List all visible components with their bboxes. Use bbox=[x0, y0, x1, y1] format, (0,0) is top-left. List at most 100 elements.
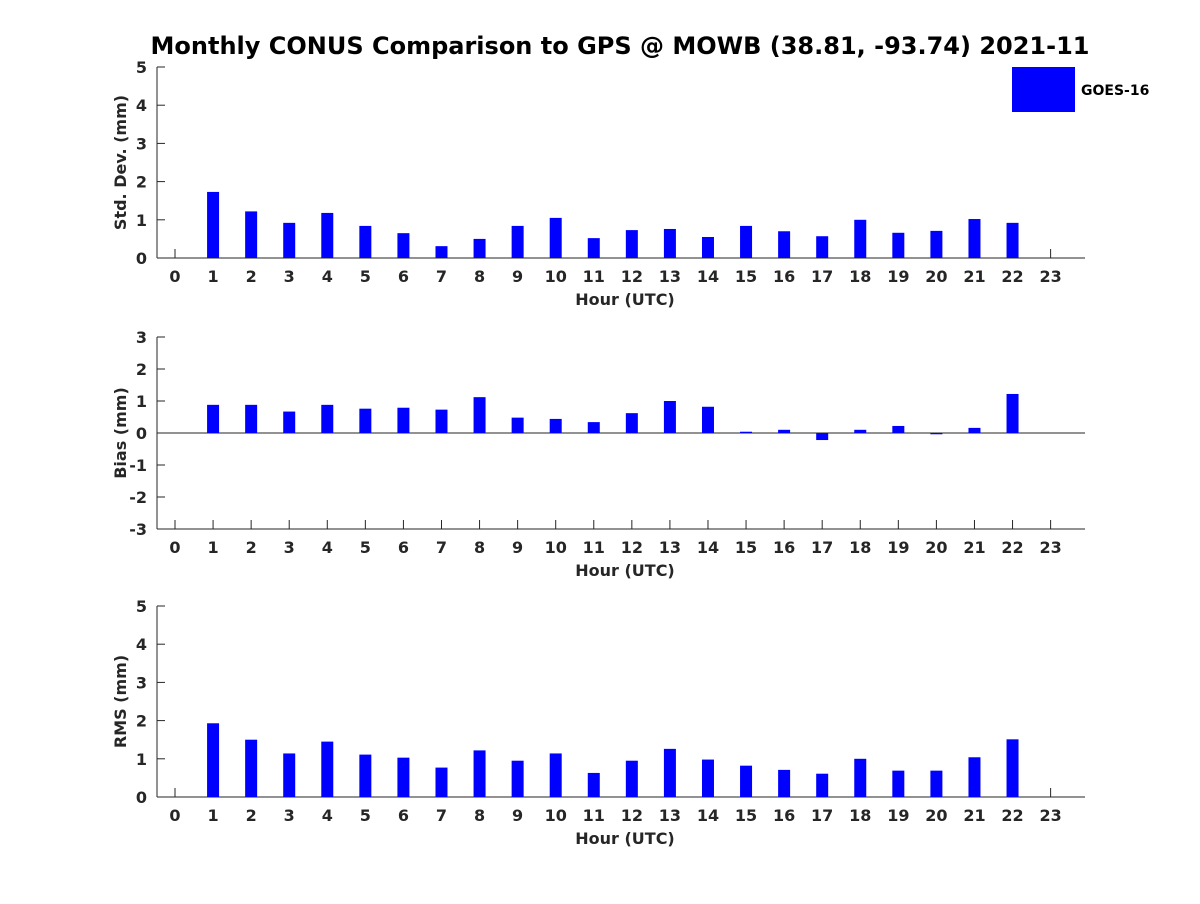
panel-1-bar-hour-3 bbox=[283, 222, 296, 258]
panel-1-bar-hour-2 bbox=[245, 211, 258, 258]
panel-3-bar-hour-8 bbox=[473, 750, 486, 797]
panel-2-ytick-label: -1 bbox=[129, 456, 147, 475]
panel-2-xtick-label: 14 bbox=[697, 538, 719, 557]
panel-1-bar-hour-8 bbox=[473, 238, 486, 258]
panel-3-bar-hour-20 bbox=[930, 770, 943, 797]
panel-2-bar-hour-21 bbox=[968, 427, 981, 433]
panel-2-xtick-label: 6 bbox=[398, 538, 409, 557]
panel-3-xtick-label: 21 bbox=[963, 806, 985, 825]
panel-3-bar-hour-3 bbox=[283, 753, 296, 797]
panel-2-xtick-label: 22 bbox=[1001, 538, 1023, 557]
panel-2-bar-hour-22 bbox=[1006, 393, 1019, 433]
panel-3-xtick-label: 18 bbox=[849, 806, 871, 825]
panel-2-bar-hour-13 bbox=[663, 401, 676, 433]
panel-1-xtick-label: 8 bbox=[474, 267, 485, 286]
panel-2-xtick-label: 9 bbox=[512, 538, 523, 557]
panel-3-y-axis-label: RMS (mm) bbox=[111, 655, 130, 748]
panel-2-bar-hour-8 bbox=[473, 397, 486, 433]
panel-3-bar-hour-21 bbox=[968, 757, 981, 797]
legend-label-goes-16: GOES-16 bbox=[1081, 83, 1149, 99]
panel-2-xtick-label: 12 bbox=[621, 538, 643, 557]
panel-1-xtick-label: 5 bbox=[360, 267, 371, 286]
panel-2-ytick-label: 2 bbox=[136, 360, 147, 379]
panel-1-xtick-label: 22 bbox=[1001, 267, 1023, 286]
panel-3-xtick-label: 2 bbox=[246, 806, 257, 825]
panel-3-bar-hour-16 bbox=[778, 769, 791, 797]
panel-3-bar-hour-13 bbox=[663, 748, 676, 797]
chart-title: Monthly CONUS Comparison to GPS @ MOWB (… bbox=[151, 32, 1090, 60]
panel-1-bar-hour-22 bbox=[1006, 222, 1019, 258]
panel-3-bar-hour-10 bbox=[549, 753, 562, 797]
panel-3-xtick-label: 20 bbox=[925, 806, 947, 825]
panel-3-xtick-label: 14 bbox=[697, 806, 719, 825]
panel-2-ytick-label: -3 bbox=[129, 520, 147, 539]
panel-1-xtick-label: 7 bbox=[436, 267, 447, 286]
panel-1-xtick-label: 15 bbox=[735, 267, 757, 286]
panel-3-x-axis-label: Hour (UTC) bbox=[575, 829, 675, 848]
panel-3-xtick-label: 23 bbox=[1039, 806, 1061, 825]
panel-3-xtick-label: 0 bbox=[169, 806, 180, 825]
panel-2-bar-hour-5 bbox=[359, 408, 372, 433]
panel-2-bar-hour-2 bbox=[245, 404, 258, 433]
panel-1-bar-hour-5 bbox=[359, 225, 372, 258]
panel-1-xtick-label: 20 bbox=[925, 267, 947, 286]
panel-2-xtick-label: 19 bbox=[887, 538, 909, 557]
panel-1-xtick-label: 14 bbox=[697, 267, 719, 286]
panel-1-bar-hour-9 bbox=[511, 225, 524, 258]
panel-1-y-axis-label: Std. Dev. (mm) bbox=[111, 95, 130, 230]
panel-3-bar-hour-18 bbox=[854, 758, 867, 797]
panel-3-ytick-label: 1 bbox=[136, 750, 147, 769]
panel-1-xtick-label: 9 bbox=[512, 267, 523, 286]
panel-3-xtick-label: 11 bbox=[583, 806, 605, 825]
panel-2-xtick-label: 8 bbox=[474, 538, 485, 557]
panel-2-xtick-label: 20 bbox=[925, 538, 947, 557]
panel-3-bar-hour-6 bbox=[397, 757, 410, 797]
panel-1-bar-hour-15 bbox=[740, 225, 753, 258]
panel-3-ytick-label: 4 bbox=[136, 635, 147, 654]
panel-1-xtick-label: 2 bbox=[246, 267, 257, 286]
panel-3-xtick-label: 10 bbox=[545, 806, 567, 825]
panel-2-xtick-label: 13 bbox=[659, 538, 681, 557]
panel-2-bar-hour-17 bbox=[816, 433, 829, 441]
panel-2-ytick-label: 3 bbox=[136, 328, 147, 347]
panel-1-xtick-label: 13 bbox=[659, 267, 681, 286]
panel-2-xtick-label: 15 bbox=[735, 538, 757, 557]
panel-2-ytick-label: -2 bbox=[129, 488, 147, 507]
panel-1-bar-hour-16 bbox=[778, 231, 791, 258]
panel-1-bar-hour-6 bbox=[397, 233, 410, 258]
panel-3-xtick-label: 9 bbox=[512, 806, 523, 825]
panel-3-ytick-label: 5 bbox=[136, 597, 147, 616]
panel-2-xtick-label: 21 bbox=[963, 538, 985, 557]
panel-2-bar-hour-10 bbox=[549, 418, 562, 433]
panel-3-xtick-label: 3 bbox=[284, 806, 295, 825]
panel-2-bar-hour-16 bbox=[778, 429, 791, 433]
panel-3-bar-hour-4 bbox=[321, 741, 334, 797]
panel-2-xtick-label: 1 bbox=[207, 538, 218, 557]
panel-3-xtick-label: 7 bbox=[436, 806, 447, 825]
panel-1-ytick-label: 5 bbox=[136, 58, 147, 77]
panel-3-bar-hour-15 bbox=[740, 765, 753, 797]
panel-1-bar-hour-19 bbox=[892, 232, 905, 258]
panel-3-bar-hour-7 bbox=[435, 767, 448, 797]
panel-1-bar-hour-11 bbox=[587, 238, 600, 258]
panel-2-bar-hour-3 bbox=[283, 411, 296, 433]
legend-swatch-goes-16 bbox=[1012, 67, 1075, 112]
panel-1-xtick-label: 0 bbox=[169, 267, 180, 286]
panel-1-bar-hour-14 bbox=[701, 236, 714, 258]
panel-1-xtick-label: 12 bbox=[621, 267, 643, 286]
panel-1-xtick-label: 17 bbox=[811, 267, 833, 286]
panel-1-ytick-label: 4 bbox=[136, 96, 147, 115]
panel-3-bar-hour-12 bbox=[625, 760, 638, 797]
panel-2-bar-hour-11 bbox=[587, 422, 600, 433]
panel-3-xtick-label: 17 bbox=[811, 806, 833, 825]
panel-1-bar-hour-12 bbox=[625, 230, 638, 258]
panel-2-xtick-label: 11 bbox=[583, 538, 605, 557]
panel-1-xtick-label: 23 bbox=[1039, 267, 1061, 286]
panel-1-bar-hour-17 bbox=[816, 236, 829, 258]
panel-1-xtick-label: 6 bbox=[398, 267, 409, 286]
panel-1-xtick-label: 19 bbox=[887, 267, 909, 286]
panel-1-bar-hour-21 bbox=[968, 219, 981, 258]
panel-2-bar-hour-15 bbox=[740, 431, 753, 433]
panel-2-bar-hour-6 bbox=[397, 407, 410, 433]
